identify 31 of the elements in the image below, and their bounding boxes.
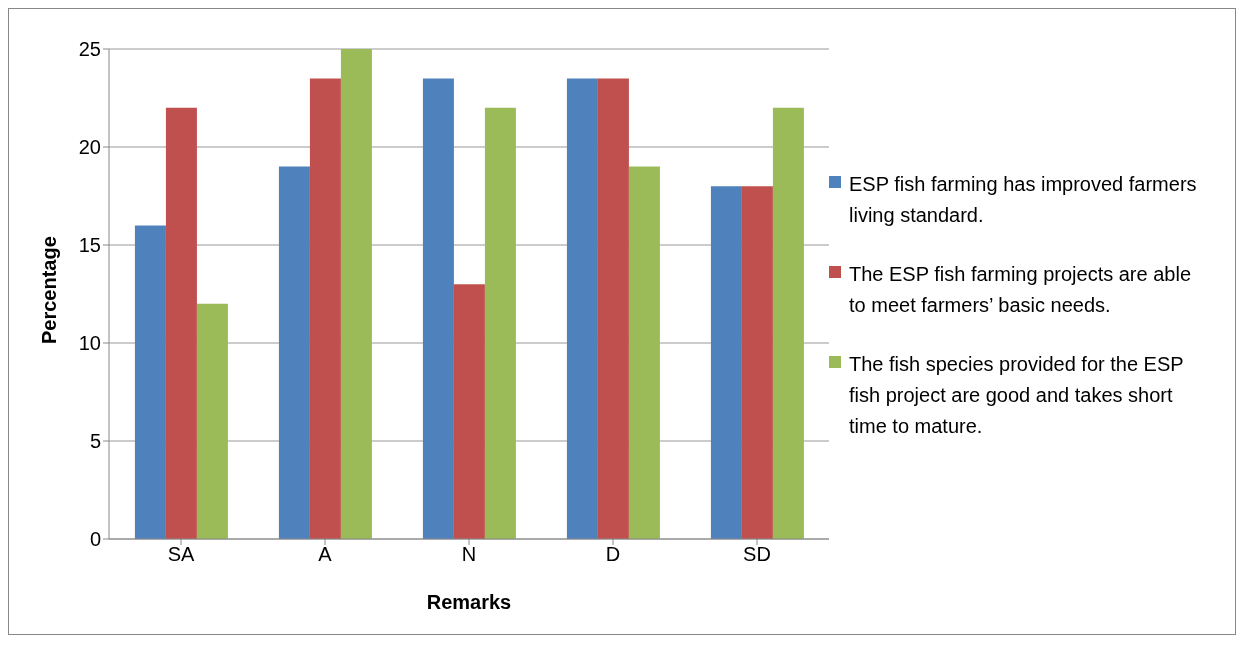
x-tick-label: SD: [743, 543, 771, 566]
y-tick-label: 25: [78, 38, 101, 61]
bar: [309, 78, 341, 539]
x-axis-title: Remarks: [426, 591, 512, 613]
legend-label: ESP fish farming has improved farmers living standard.: [849, 171, 1198, 228]
x-tick-label: A: [318, 543, 333, 566]
bar: [597, 78, 629, 539]
y-tick-label: 0: [89, 528, 101, 551]
x-tick-label: D: [605, 543, 621, 566]
y-tick-label: 15: [78, 234, 101, 257]
bar: [741, 186, 773, 539]
bar: [134, 225, 166, 539]
x-tick-label: N: [461, 543, 477, 566]
legend-label: The fish species provided for the ESP fish project are good and takes short time to mature.: [849, 351, 1185, 439]
bar: [628, 166, 660, 539]
bar: [165, 107, 197, 539]
bar: [422, 78, 454, 539]
x-tick-label: SA: [167, 543, 195, 566]
y-tick-label: 20: [78, 136, 101, 159]
bar: [484, 107, 516, 539]
bar: [710, 186, 742, 539]
y-tick-label: 10: [78, 332, 101, 355]
y-axis-title: Percentage: [38, 236, 61, 344]
bar: [772, 107, 804, 539]
bar: [196, 303, 228, 539]
y-tick-label: 5: [89, 430, 101, 453]
legend-label: The ESP fish farming projects are able to meet farmers’ basic needs.: [849, 261, 1193, 318]
bar: [566, 78, 598, 539]
bar: [340, 49, 372, 539]
bar: [453, 284, 485, 539]
bar: [278, 166, 310, 539]
